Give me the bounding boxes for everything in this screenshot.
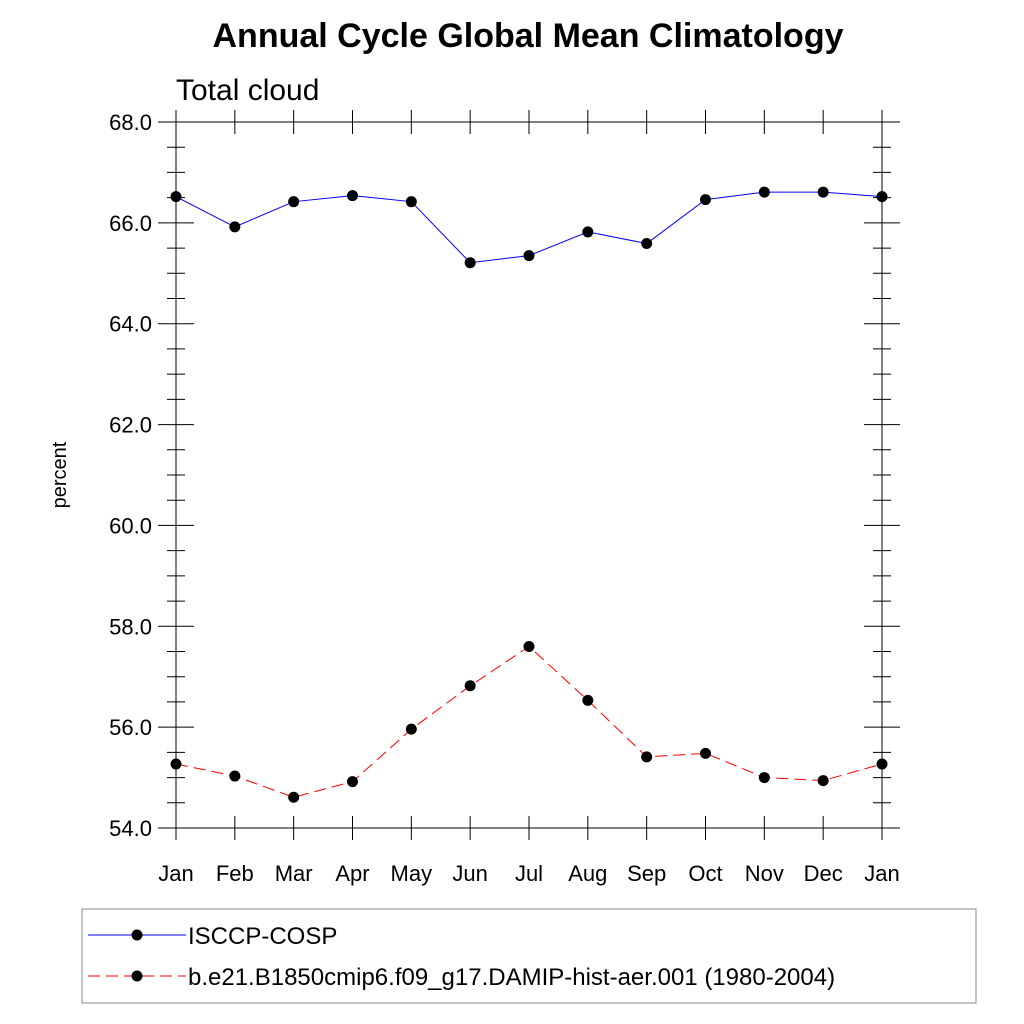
data-point xyxy=(170,758,182,770)
y-tick-label: 64.0 xyxy=(109,312,152,337)
x-tick-label: Sep xyxy=(627,861,666,886)
y-tick-label: 56.0 xyxy=(109,715,152,740)
x-tick-label: Nov xyxy=(745,861,784,886)
y-tick-label: 54.0 xyxy=(109,816,152,841)
data-point xyxy=(170,191,182,203)
legend-box xyxy=(81,908,977,1004)
data-point xyxy=(347,190,358,202)
data-point xyxy=(641,751,653,763)
data-point xyxy=(758,186,770,198)
data-point xyxy=(405,723,417,735)
data-point xyxy=(817,186,829,198)
data-point xyxy=(582,694,594,706)
x-tick-label: Aug xyxy=(568,861,607,886)
axis-ticks xyxy=(158,110,900,840)
x-tick-label: Apr xyxy=(335,861,369,886)
data-point xyxy=(347,776,358,788)
legend-swatch-marker xyxy=(131,970,143,982)
data-point xyxy=(700,194,711,206)
x-tick-label: Jan xyxy=(158,861,193,886)
legend: ISCCP-COSP b.e21.B1850cmip6.f09_g17.DAMIP… xyxy=(81,908,977,1004)
data-point xyxy=(876,191,888,203)
data-point xyxy=(641,238,653,250)
data-point xyxy=(582,226,594,238)
data-point xyxy=(229,221,241,233)
data-point xyxy=(523,640,535,652)
legend-label: ISCCP-COSP xyxy=(188,923,337,950)
data-point xyxy=(288,196,300,208)
chart-title: Annual Cycle Global Mean Climatology xyxy=(213,17,844,55)
x-tick-label: May xyxy=(391,861,433,886)
data-point xyxy=(700,747,711,759)
x-tick-label: Jun xyxy=(452,861,487,886)
y-axis-label: percent xyxy=(49,441,71,508)
x-tick-labels: Jan Feb Mar Apr May Jun Jul Aug Sep Oct Nov Dec Jan xyxy=(158,861,899,886)
x-tick-label: Jan xyxy=(864,861,899,886)
x-tick-label: Oct xyxy=(688,861,722,886)
data-point xyxy=(464,257,476,269)
y-tick-label: 62.0 xyxy=(109,413,152,438)
x-tick-label: Dec xyxy=(804,861,843,886)
data-point xyxy=(288,791,300,803)
x-tick-label: Mar xyxy=(275,861,313,886)
y-tick-labels: 54.0 56.0 58.0 60.0 62.0 64.0 66.0 68.0 xyxy=(109,110,152,841)
data-point xyxy=(758,772,770,784)
legend-label: b.e21.B1850cmip6.f09_g17.DAMIP-hist-aer.… xyxy=(188,964,835,991)
data-point xyxy=(464,680,476,692)
y-tick-label: 58.0 xyxy=(109,614,152,639)
x-tick-label: Feb xyxy=(216,861,254,886)
series-line-2 xyxy=(175,645,883,798)
y-tick-label: 60.0 xyxy=(109,513,152,538)
legend-swatch-marker xyxy=(131,929,143,941)
x-tick-label: Jul xyxy=(515,861,543,886)
data-point xyxy=(817,775,829,787)
y-tick-label: 66.0 xyxy=(109,211,152,236)
chart-subtitle: Total cloud xyxy=(176,74,319,107)
data-point xyxy=(405,196,417,208)
data-point xyxy=(876,758,888,770)
plot-frame xyxy=(175,121,883,829)
series-layer xyxy=(170,186,888,803)
data-point xyxy=(229,770,241,782)
data-point xyxy=(523,250,535,262)
y-tick-label: 68.0 xyxy=(109,110,152,135)
legend-entries: ISCCP-COSP b.e21.B1850cmip6.f09_g17.DAMIP… xyxy=(88,923,835,991)
